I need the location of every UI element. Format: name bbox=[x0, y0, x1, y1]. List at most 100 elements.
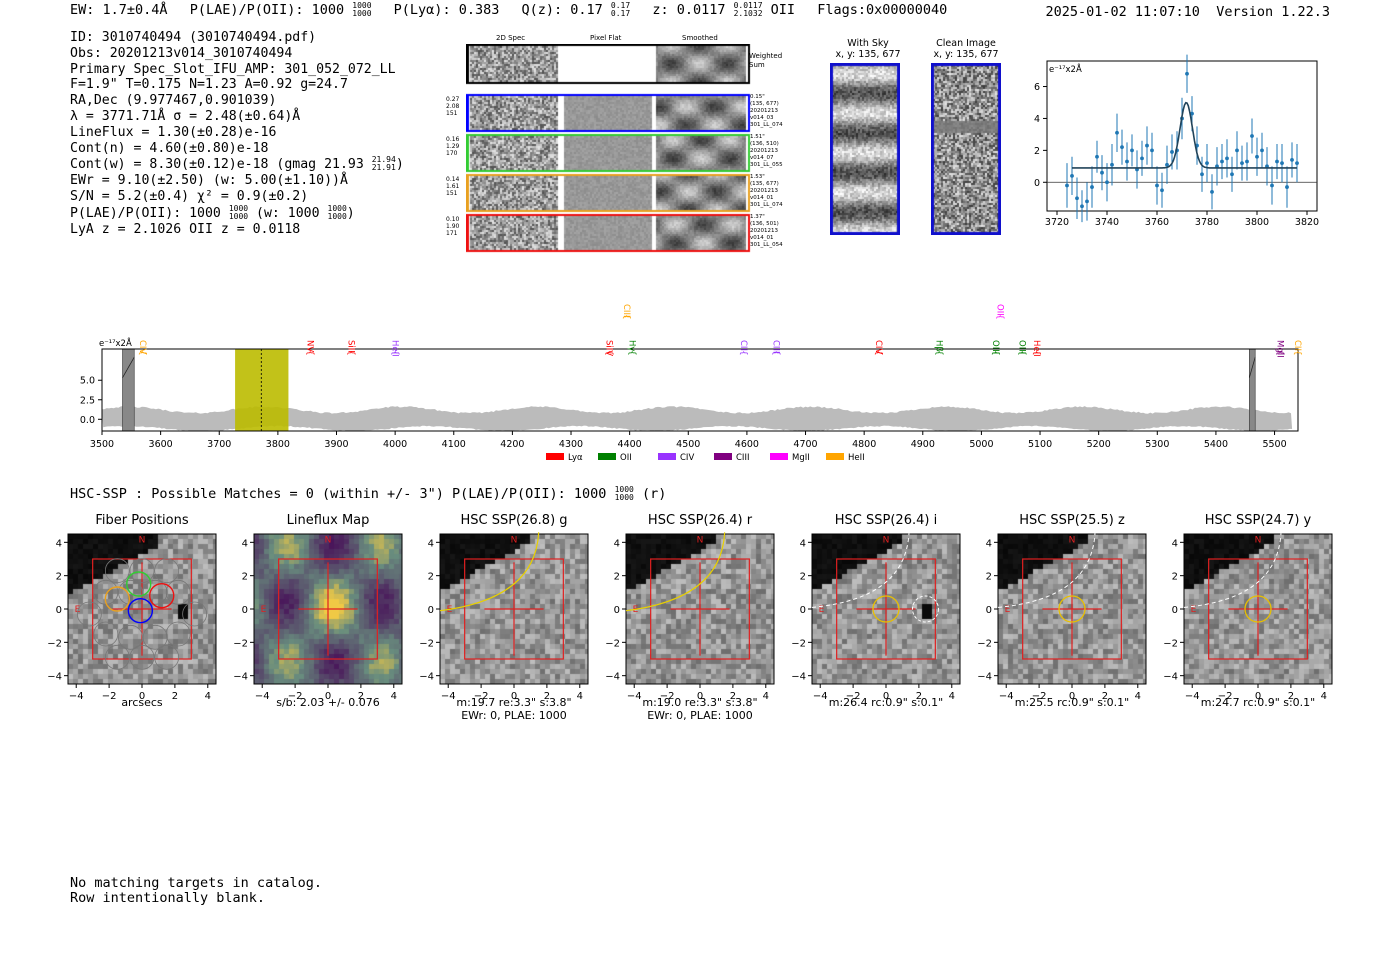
fit-data-point bbox=[1270, 183, 1274, 188]
legend-label: Lyα bbox=[568, 453, 583, 463]
cutout-ytick-label: −4 bbox=[419, 672, 434, 683]
cutout-xtick-label: 0 bbox=[511, 691, 517, 702]
cutout-xtick-label: 2 bbox=[358, 691, 364, 702]
cutout-ytick-label: −2 bbox=[419, 638, 434, 649]
cutout-ytick-label: −4 bbox=[233, 672, 248, 683]
spectral-line-label: CII bbox=[1292, 340, 1302, 351]
info-contn: Cont(n) = 4.60(±0.80)e-18 bbox=[70, 140, 269, 156]
fit-data-point bbox=[1295, 161, 1299, 166]
cutout-overlay-group: N E −4 −4 −2 −2 0 0 2 2 4 4 bbox=[233, 533, 403, 702]
spectral-line-label: SiIV bbox=[603, 340, 613, 356]
fit-data-point bbox=[1110, 162, 1114, 167]
fiber-circle bbox=[129, 644, 155, 670]
cutout-overlay-group: N E −4 −4 −2 −2 0 0 2 2 4 4 bbox=[977, 532, 1147, 702]
with-sky-image bbox=[830, 63, 900, 235]
cutout-xtick-label: −4 bbox=[255, 691, 270, 702]
ew-value: EW: 1.7±0.4Å bbox=[70, 2, 168, 18]
spectral-line-label: OII bbox=[994, 304, 1004, 316]
aperture-box bbox=[650, 558, 750, 660]
fit-data-point bbox=[1160, 188, 1164, 193]
cutout-xtick-label: 0 bbox=[325, 691, 331, 702]
cutout-caption-fiber: arcsecs bbox=[121, 696, 163, 709]
fit-data-point bbox=[1210, 189, 1214, 194]
fit-data-point bbox=[1230, 172, 1234, 177]
fit-data-point bbox=[1165, 162, 1169, 167]
cutout-overlay-fiber: N E −4 −4 −2 −2 0 0 2 2 4 4 bbox=[47, 533, 217, 702]
fit-data-point bbox=[1125, 159, 1129, 164]
cutout-ytick-label: 2 bbox=[1172, 572, 1178, 583]
spectrum-xtick-label: 5400 bbox=[1204, 439, 1228, 450]
spectral-line-label: MgII bbox=[1275, 340, 1285, 358]
spectral-line-bracket: { bbox=[627, 350, 637, 356]
spectral-line-bracket: { bbox=[1292, 350, 1302, 356]
spectrum-xtick-label: 3700 bbox=[207, 439, 231, 450]
cutout-xtick-label: 4 bbox=[1321, 691, 1327, 702]
spectral-line-label: HeII bbox=[1031, 340, 1041, 357]
fiber-circle bbox=[154, 644, 180, 670]
east-label: E bbox=[819, 605, 825, 615]
hsc-summary: HSC-SSP : Possible Matches = 0 (within +… bbox=[70, 485, 667, 503]
masked-region-hatch bbox=[122, 357, 135, 378]
cutout-xtick-label: −2 bbox=[660, 691, 675, 702]
legend-swatch bbox=[826, 453, 844, 460]
line-highlight-band bbox=[235, 349, 289, 431]
cutout-ytick-label: 4 bbox=[1172, 538, 1178, 549]
fit-data-point bbox=[1170, 150, 1174, 154]
cutout-ytick-label: 4 bbox=[614, 538, 620, 549]
fit-data-point bbox=[1115, 130, 1119, 135]
cutout-caption-r: m:19.0 re:3.3" s:3.8" EWr: 0, PLAE: 1000 bbox=[642, 696, 758, 722]
fiber-circle bbox=[165, 579, 191, 605]
cutout-xtick-label: 2 bbox=[916, 691, 922, 702]
fit-data-point bbox=[1155, 183, 1159, 188]
aperture-circle bbox=[872, 595, 900, 623]
fit-data-point bbox=[1145, 143, 1149, 148]
fiber-row-1-meta: 0.15" (135, 677) 20201213 v014_03 301_LL_074 bbox=[750, 94, 783, 128]
fiber-circle bbox=[76, 601, 102, 627]
east-label: E bbox=[1191, 605, 1197, 615]
fit-xtick-label: 3760 bbox=[1145, 217, 1169, 228]
cutout-overlay-z: N E −4 −4 −2 −2 0 0 2 2 4 4 bbox=[977, 532, 1147, 702]
east-label: E bbox=[633, 605, 639, 615]
cutout-overlay-group: N E −4 −4 −2 −2 0 0 2 2 4 4 bbox=[47, 533, 217, 702]
fiber-row-4-meta: 1.37" (136, 501) 20201213 v014_01 301_LL_054 bbox=[750, 214, 783, 248]
fit-ytick-label: 0 bbox=[1034, 178, 1040, 189]
info-lineflux: LineFlux = 1.30(±0.28)e-16 bbox=[70, 124, 277, 140]
fiber-orange bbox=[104, 586, 131, 612]
note-line-1: No matching targets in catalog. bbox=[70, 875, 322, 891]
fiber-row-3-stats: 0.14 1.61 151 bbox=[446, 176, 460, 197]
cutout-xtick-label: 4 bbox=[949, 691, 955, 702]
spectrum-error-band bbox=[102, 406, 1293, 432]
cutout-ytick-label: −2 bbox=[47, 638, 62, 649]
fit-data-point bbox=[1100, 170, 1104, 175]
spectrum-xtick-label: 4000 bbox=[383, 439, 407, 450]
cutout-ytick-label: 0 bbox=[428, 605, 434, 616]
north-label: N bbox=[883, 535, 890, 545]
cutout-overlay-group: N E −4 −4 −2 −2 0 0 2 2 4 4 bbox=[1163, 532, 1333, 702]
spectral-line-bracket: { bbox=[1031, 350, 1041, 356]
header-smoothed: Smoothed bbox=[682, 34, 718, 42]
legend-label: OII bbox=[620, 453, 632, 463]
spectral-line-label: CIV bbox=[873, 340, 883, 354]
galaxy-ellipse bbox=[811, 532, 910, 608]
cutout-ytick-label: 0 bbox=[800, 605, 806, 616]
fit-data-point bbox=[1120, 145, 1124, 150]
cutout-title-y: HSC SSP(24.7) y bbox=[1204, 513, 1312, 528]
fiber-circle bbox=[129, 558, 155, 584]
fit-data-point bbox=[1235, 148, 1239, 153]
fiber-circle bbox=[104, 558, 130, 584]
spectral-line-bracket: { bbox=[770, 350, 780, 356]
spectral-line-bracket: { bbox=[1275, 350, 1285, 356]
cutout-xtick-label: 0 bbox=[1255, 691, 1261, 702]
cutout-ytick-label: 0 bbox=[56, 605, 62, 616]
info-lambda: λ = 3771.71Å σ = 2.48(±0.64)Å bbox=[70, 108, 301, 124]
legend-swatch bbox=[770, 453, 788, 460]
cutout-xtick-label: −4 bbox=[627, 691, 642, 702]
spectrum-xtick-label: 5100 bbox=[1028, 439, 1052, 450]
fit-ytick-label: 6 bbox=[1034, 82, 1040, 93]
spectral-line-label: OIII bbox=[990, 340, 1000, 354]
spectral-line-bracket: { bbox=[389, 350, 399, 356]
info-radec: RA,Dec (9.977467,0.901039) bbox=[70, 93, 277, 109]
spectral-line-label: Hγ bbox=[627, 340, 637, 351]
galaxy-ellipse bbox=[1183, 532, 1282, 608]
spectrum-ytick-label: 5.0 bbox=[80, 376, 95, 387]
